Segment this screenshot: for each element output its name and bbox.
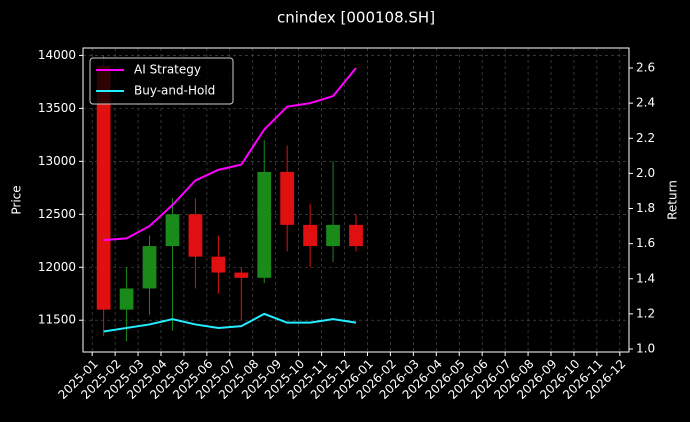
line-series bbox=[103, 67, 357, 242]
y-tick-label: 12500 bbox=[38, 207, 76, 221]
y-tick-label: 11500 bbox=[38, 313, 76, 327]
candle-body bbox=[211, 256, 226, 273]
candle-body bbox=[280, 171, 295, 225]
y-tick-label: 12000 bbox=[38, 260, 76, 274]
y2-tick-label: 1.4 bbox=[636, 271, 655, 285]
legend-label: AI Strategy bbox=[134, 63, 201, 77]
y2-tick-label: 1.6 bbox=[636, 236, 655, 250]
y2-axis-label: Return bbox=[666, 180, 680, 220]
legend: AI Strategy Buy-and-Hold bbox=[89, 57, 234, 105]
y2-tick-label: 2.2 bbox=[636, 131, 655, 145]
candle-body bbox=[303, 224, 317, 247]
y2-tick-label: 2.6 bbox=[636, 61, 655, 75]
candle-body bbox=[119, 288, 134, 310]
candle-body bbox=[165, 214, 180, 247]
y2-tick-label: 1.0 bbox=[636, 342, 655, 356]
y-axis-label: Price bbox=[10, 185, 24, 214]
candle-body bbox=[96, 66, 111, 310]
chart-title: cnindex [000108.SH] bbox=[277, 9, 435, 27]
legend-label: Buy-and-Hold bbox=[134, 84, 215, 98]
plot-frame bbox=[82, 47, 630, 353]
candle-body bbox=[188, 214, 203, 257]
y2-tick-label: 1.2 bbox=[636, 306, 655, 320]
y-tick-label: 14000 bbox=[38, 48, 76, 62]
candle-body bbox=[234, 272, 249, 278]
line-series bbox=[103, 312, 357, 333]
candle-body bbox=[142, 246, 157, 289]
y2-tick-label: 2.0 bbox=[636, 166, 655, 180]
candle-body bbox=[349, 224, 363, 247]
candle-body bbox=[257, 171, 272, 278]
y2-tick-label: 2.4 bbox=[636, 96, 655, 110]
legend-box bbox=[89, 57, 234, 105]
y-tick-label: 13000 bbox=[38, 154, 76, 168]
y2-tick-label: 1.8 bbox=[636, 201, 655, 215]
candle-body bbox=[326, 224, 340, 247]
y-tick-label: 13500 bbox=[38, 101, 76, 115]
